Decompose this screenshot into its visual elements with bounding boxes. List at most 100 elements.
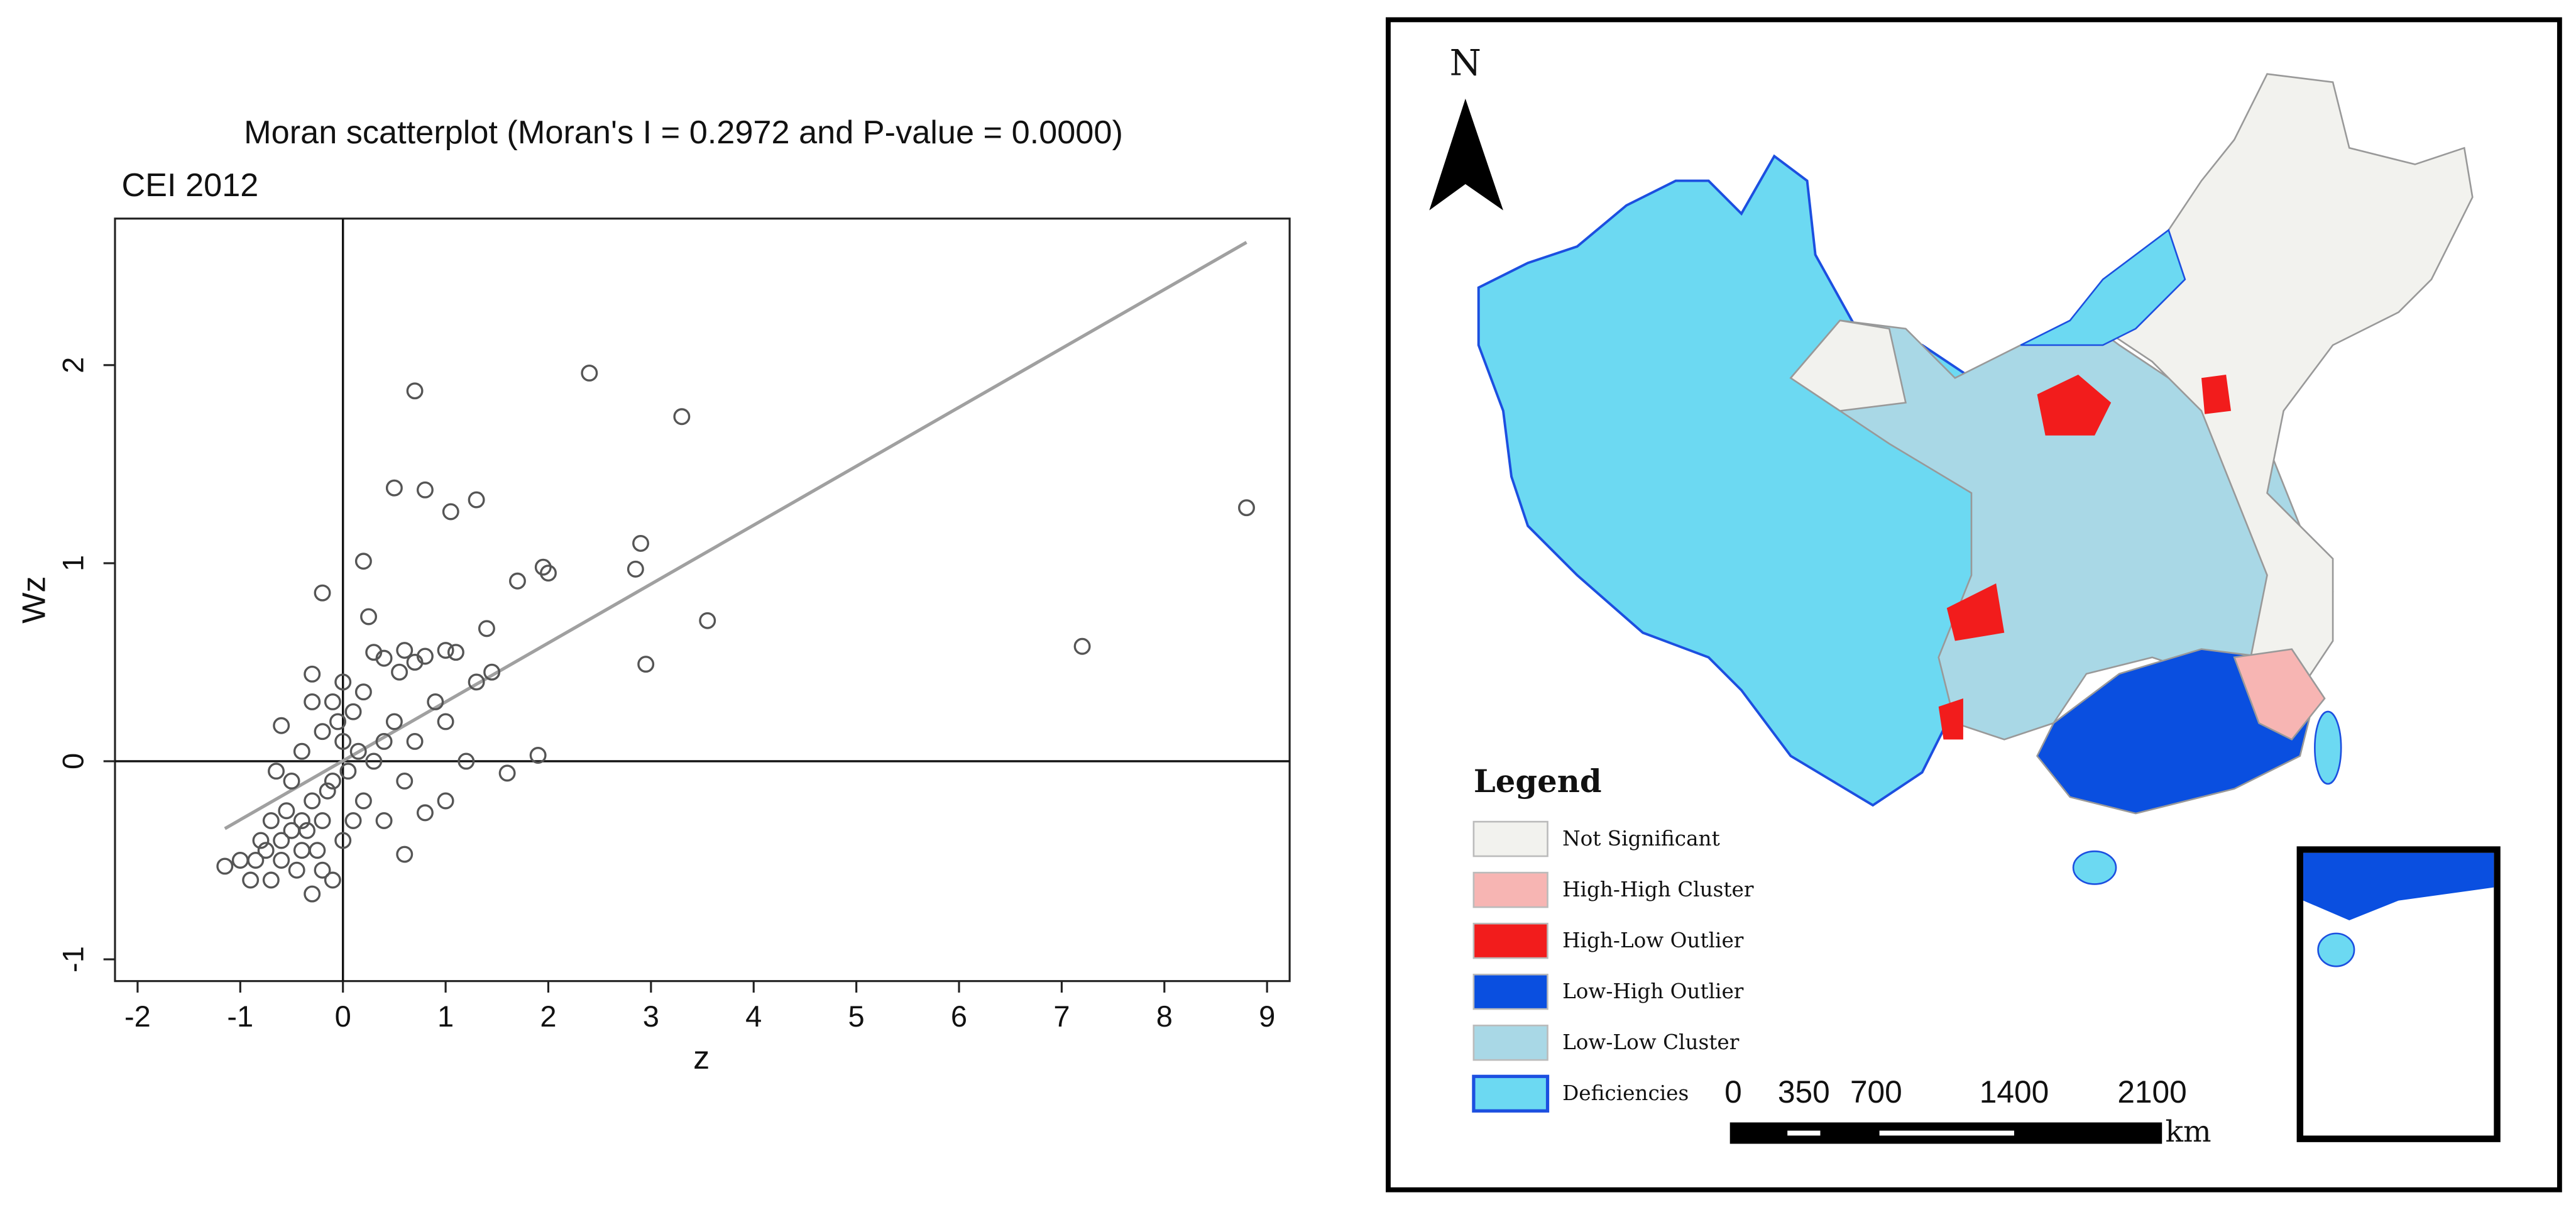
scale-label: 350 <box>1778 1074 1830 1110</box>
point <box>468 673 485 691</box>
legend-swatch <box>1472 1024 1548 1061</box>
point <box>242 871 260 889</box>
scale-unit: km <box>2165 1115 2211 1149</box>
point <box>406 732 424 750</box>
x-tick-label: 5 <box>848 1000 865 1033</box>
region-high-low <box>2037 375 2112 436</box>
point <box>349 742 367 760</box>
point <box>416 481 434 499</box>
plot-frame <box>114 218 1291 983</box>
point <box>288 861 305 879</box>
point <box>632 534 649 552</box>
legend-label: High-High Cluster <box>1562 878 1754 901</box>
north-label: N <box>1450 42 1481 84</box>
point <box>637 656 655 673</box>
point <box>293 842 310 859</box>
legend-title: Legend <box>1474 763 1602 800</box>
region-deficiencies <box>2020 228 2186 346</box>
inset-island <box>2317 932 2355 967</box>
region-not-significant <box>2102 73 2474 691</box>
north-arrow <box>1429 98 1503 211</box>
x-tick-label: 7 <box>1053 1000 1070 1033</box>
point <box>396 773 414 790</box>
x-tick-label: 9 <box>1259 1000 1275 1033</box>
x-tick-label: 8 <box>1156 1000 1173 1033</box>
scale-label: 700 <box>1850 1074 1902 1110</box>
chart-title: Moran scatterplot (Moran's I = 0.2972 an… <box>244 114 1123 151</box>
point <box>216 857 234 875</box>
point <box>324 871 341 889</box>
point <box>314 861 331 879</box>
region-not-significant <box>1789 319 1907 412</box>
point <box>314 584 331 602</box>
point <box>427 693 444 710</box>
region-high-high <box>2233 648 2326 741</box>
region-high-low <box>1946 583 2005 641</box>
point <box>365 752 383 770</box>
point <box>529 747 547 764</box>
point <box>268 763 285 780</box>
legend-swatch <box>1472 973 1548 1010</box>
x-tick-label: 3 <box>643 1000 659 1033</box>
scale-label: 2100 <box>2117 1074 2186 1110</box>
point <box>354 553 372 570</box>
point <box>416 647 434 665</box>
y-tick-label: 1 <box>57 555 90 571</box>
point <box>329 713 346 730</box>
point <box>468 491 485 509</box>
point <box>699 612 716 629</box>
x-tick-label: -2 <box>124 1000 151 1033</box>
point <box>673 408 691 426</box>
point <box>304 693 321 710</box>
scale-bar-segment <box>1879 1130 2014 1136</box>
point <box>314 812 331 829</box>
point <box>257 842 275 859</box>
point <box>344 812 362 829</box>
point <box>304 665 321 683</box>
point <box>334 832 352 849</box>
point <box>442 503 459 521</box>
point <box>262 812 280 829</box>
point <box>437 713 454 730</box>
point <box>581 364 598 382</box>
legend-swatch <box>1472 820 1548 857</box>
legend: Legend Not Significant High-High Cluster Hi… <box>1472 763 1754 1113</box>
point <box>478 620 495 637</box>
inset-land <box>2303 852 2494 920</box>
fit-line <box>224 241 1247 830</box>
point <box>273 832 290 849</box>
point <box>406 382 424 400</box>
point <box>304 792 321 810</box>
x-tick-label: 2 <box>540 1000 556 1033</box>
scale-label: 0 <box>1724 1074 1742 1110</box>
point <box>354 792 372 810</box>
point <box>508 572 526 590</box>
y-axis-label: Wz <box>16 576 52 623</box>
point <box>247 852 265 869</box>
point <box>483 663 501 681</box>
point <box>416 804 434 822</box>
point <box>319 782 336 800</box>
point <box>396 846 414 863</box>
scale-labels: 0 350 700 1400 2100 km <box>1724 1074 2211 1149</box>
scatter-plot: -2 -1 0 1 2 3 4 5 6 7 8 9 -1 0 1 2 <box>57 218 1290 1033</box>
point <box>391 663 408 681</box>
point <box>375 812 393 829</box>
x-tick-label: -1 <box>227 1000 253 1033</box>
point <box>385 713 403 730</box>
x-tick-label: 0 <box>335 1000 351 1033</box>
scale-label: 1400 <box>1980 1074 2049 1110</box>
point <box>458 752 475 770</box>
point <box>339 763 357 780</box>
point <box>304 885 321 903</box>
point <box>354 683 372 701</box>
y-tick-label: -1 <box>57 946 90 972</box>
point <box>540 565 557 582</box>
legend-label: High-Low Outlier <box>1562 928 1744 952</box>
point <box>334 732 352 750</box>
legend-swatch <box>1472 922 1548 959</box>
point <box>437 792 454 810</box>
point <box>278 802 295 820</box>
scale-bar-segment <box>1787 1130 1821 1136</box>
island <box>2072 850 2117 885</box>
